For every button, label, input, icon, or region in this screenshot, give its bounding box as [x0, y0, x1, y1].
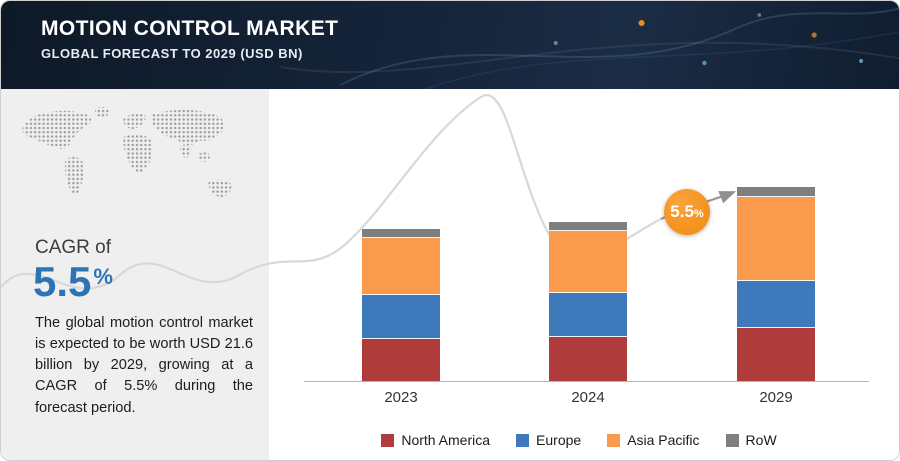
legend-item-asia-pacific: Asia Pacific — [607, 432, 700, 448]
badge-percent-sign: % — [693, 207, 704, 220]
cagr-badge: 5.5% — [664, 189, 710, 235]
badge-value: 5.5 — [670, 202, 694, 221]
cagr-percent-sign: % — [93, 264, 113, 289]
world-map — [21, 107, 232, 198]
x-tick-2029: 2029 — [759, 389, 793, 406]
legend-swatch — [607, 433, 621, 447]
legend: North America Europe Asia Pacific RoW — [269, 432, 889, 448]
segment-europe-2029 — [737, 281, 815, 328]
segment-row-2023 — [362, 228, 440, 238]
legend-swatch — [381, 433, 395, 447]
header-text: MOTION CONTROL MARKET GLOBAL FORECAST TO… — [41, 17, 338, 61]
segment-europe-2024 — [549, 292, 627, 337]
cagr-number: 5.5 — [33, 258, 92, 305]
market-description: The global motion control market is expe… — [35, 315, 253, 416]
legend-label: North America — [401, 432, 491, 448]
segment-row-2029 — [737, 186, 815, 198]
segment-asia-pacific-2024 — [549, 230, 627, 293]
content: CAGR of 5.5% The global motion control m… — [1, 89, 899, 460]
segment-north-america-2023 — [362, 338, 440, 381]
legend-swatch — [725, 433, 739, 447]
x-tick-2024: 2024 — [571, 389, 605, 406]
bar-2029 — [737, 186, 815, 381]
x-tick-2023: 2023 — [384, 389, 418, 406]
segment-asia-pacific-2029 — [737, 197, 815, 282]
legend-swatch — [516, 433, 530, 447]
bar-2023 — [362, 228, 440, 381]
cagr-label: CAGR of — [35, 237, 112, 258]
plot-area: 2023 2024 2029 — [269, 89, 899, 460]
segment-europe-2023 — [362, 294, 440, 339]
segment-north-america-2024 — [549, 336, 627, 381]
chart-area: 2023 2024 2029 5.5% North America Europe Asi… — [269, 89, 899, 460]
segment-asia-pacific-2023 — [362, 237, 440, 295]
legend-item-north-america: North America — [381, 432, 490, 448]
x-axis-line — [304, 381, 869, 382]
header-network-decoration — [280, 7, 899, 89]
legend-label: Asia Pacific — [627, 432, 700, 448]
legend-item-europe: Europe — [516, 432, 581, 448]
legend-label: RoW — [745, 432, 777, 448]
header: MOTION CONTROL MARKET GLOBAL FORECAST TO… — [1, 1, 899, 89]
page-subtitle: GLOBAL FORECAST TO 2029 (USD BN) — [41, 46, 303, 61]
legend-label: Europe — [536, 432, 582, 448]
cagr-value: 5.5% — [33, 261, 269, 303]
page-title: MOTION CONTROL MARKET — [41, 17, 339, 40]
segment-north-america-2029 — [737, 327, 815, 381]
segment-row-2024 — [549, 221, 627, 231]
legend-item-row: RoW — [725, 432, 777, 448]
bar-2024 — [549, 221, 627, 381]
sidebar: CAGR of 5.5% The global motion control m… — [1, 89, 269, 460]
